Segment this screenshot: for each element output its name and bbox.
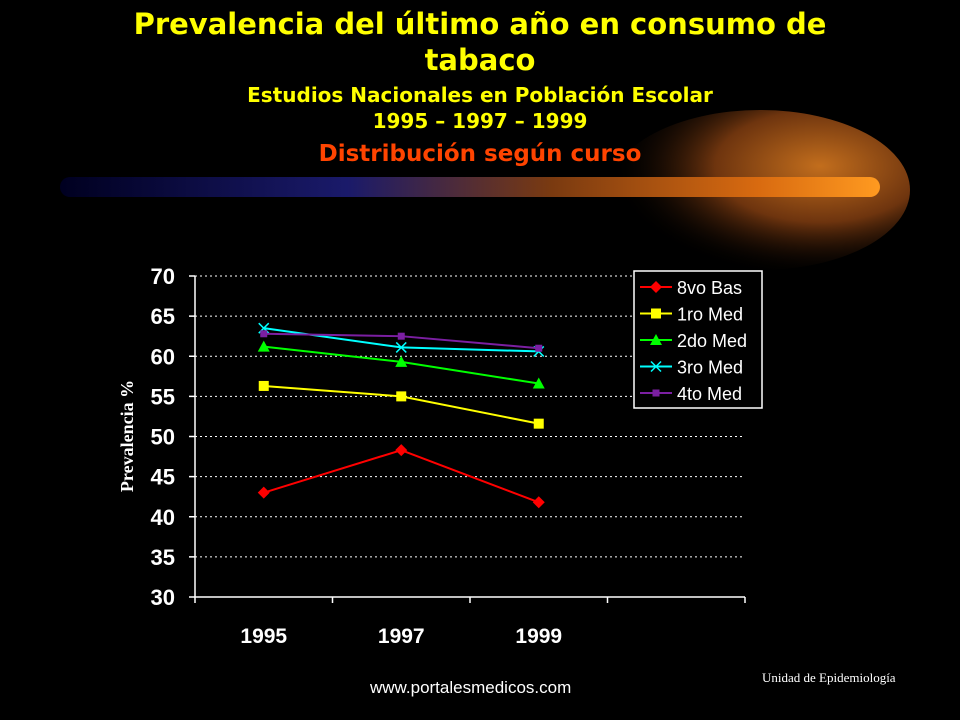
legend-entry: 2do Med (640, 331, 747, 351)
slide-years: 1995 – 1997 – 1999 (372, 109, 588, 133)
data-point (395, 341, 407, 353)
x-tick-label: 1995 (240, 625, 287, 648)
series-lines (257, 322, 545, 509)
slide-subtitle: Estudios Nacionales en Población Escolar (247, 83, 713, 107)
x-tick-labels: 1995 1997 1999 (240, 625, 562, 648)
legend-marker (652, 389, 660, 397)
series-2do-med (257, 340, 545, 389)
footer-url: www.portalesmedicos.com (370, 678, 572, 697)
legend-marker (650, 281, 662, 293)
legend-entry: 4to Med (640, 384, 742, 404)
y-tick-labels: 30 35 40 45 50 55 60 65 70 (151, 264, 175, 610)
slide-title: Prevalencia del último año en consumo de… (133, 7, 827, 77)
legend-label: 1ro Med (677, 305, 743, 325)
legend-entry: 3ro Med (640, 358, 743, 378)
data-point (396, 391, 407, 402)
y-tick-label: 30 (151, 585, 175, 610)
series-4to-med (260, 330, 543, 352)
chart-axes (189, 275, 746, 603)
legend-label: 3ro Med (677, 358, 743, 378)
data-point (535, 344, 543, 352)
legend-marker (651, 308, 661, 319)
legend-marker (650, 360, 662, 373)
series-8vo-bas (257, 444, 545, 509)
x-tick-label: 1999 (515, 625, 562, 648)
data-point (532, 377, 545, 389)
y-tick-label: 70 (151, 264, 175, 289)
y-tick-label: 55 (151, 384, 175, 409)
slide-distribution: Distribución según curso (318, 141, 642, 167)
series-1ro-med (258, 380, 544, 429)
legend-entry: 8vo Bas (640, 278, 742, 298)
y-tick-label: 50 (151, 425, 175, 450)
data-point (258, 380, 269, 391)
data-point (395, 444, 408, 457)
data-point (257, 486, 270, 499)
data-point (533, 418, 544, 429)
chart-legend: 8vo Bas 1ro Med 2do Med 3ro Med 4to Med (633, 270, 763, 409)
legend-marker (650, 334, 662, 345)
title-block: Prevalencia del último año en consumo de… (0, 6, 960, 170)
data-point (257, 340, 270, 352)
y-tick-label: 65 (151, 304, 175, 329)
legend-label: 8vo Bas (677, 278, 742, 298)
x-tick-label: 1997 (378, 625, 425, 648)
legend-entry: 1ro Med (640, 305, 743, 325)
data-point (397, 332, 405, 340)
legend-label: 4to Med (677, 384, 742, 404)
data-point (260, 330, 268, 338)
legend-label: 2do Med (677, 331, 747, 351)
y-tick-label: 40 (151, 505, 175, 530)
footer-unit: Unidad de Epidemiología (762, 670, 896, 685)
y-axis-label: Prevalencia % (117, 380, 137, 492)
y-tick-label: 60 (151, 344, 175, 369)
y-tick-label: 35 (151, 545, 175, 570)
y-tick-label: 45 (151, 465, 175, 490)
data-point (395, 355, 408, 367)
data-point (532, 496, 545, 509)
